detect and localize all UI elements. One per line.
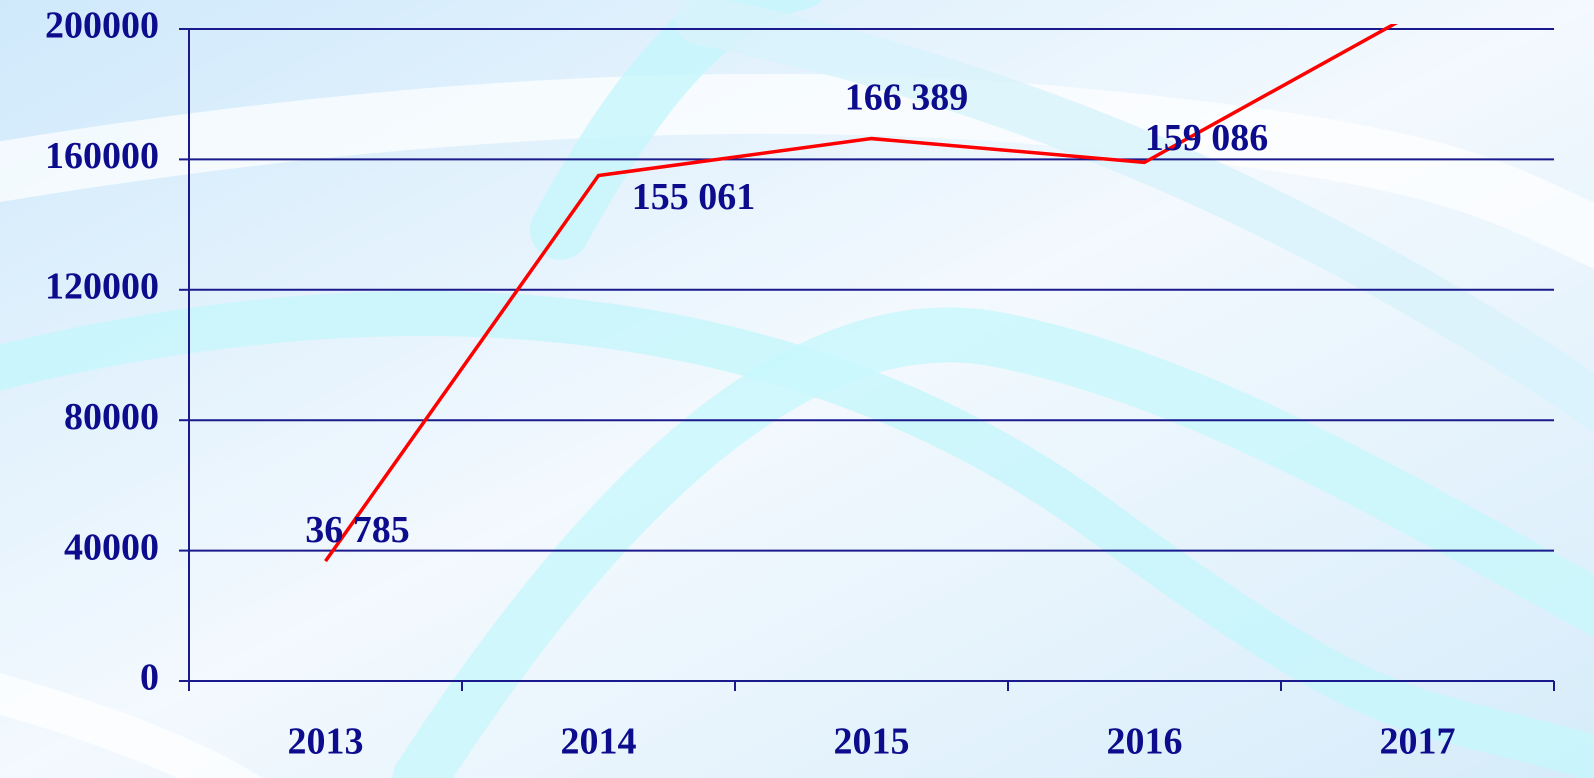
chart: 0 40000 80000 120000 160000 200000 2013 2014 201… [0,0,1594,778]
data-label: 155 061 [632,176,756,218]
data-label: 36 785 [305,509,410,551]
data-label: 205 472 [1416,0,1540,2]
x-tick-label: 2013 [288,721,364,763]
y-tick-label: 40000 [64,526,159,568]
data-label: 159 086 [1145,117,1269,159]
y-tick-label: 200000 [45,5,159,47]
y-tick-label: 0 [140,657,159,699]
y-tick-label: 120000 [45,266,159,308]
x-tick-label: 2014 [561,721,637,763]
x-tick-label: 2015 [834,721,910,763]
y-tick-label: 160000 [45,135,159,177]
x-tick-label: 2016 [1107,721,1183,763]
data-label: 166 389 [845,76,969,118]
y-tick-label: 80000 [64,396,159,438]
page: 0 40000 80000 120000 160000 200000 2013 2014 201… [0,0,1594,778]
x-tick-label: 2017 [1380,721,1456,763]
